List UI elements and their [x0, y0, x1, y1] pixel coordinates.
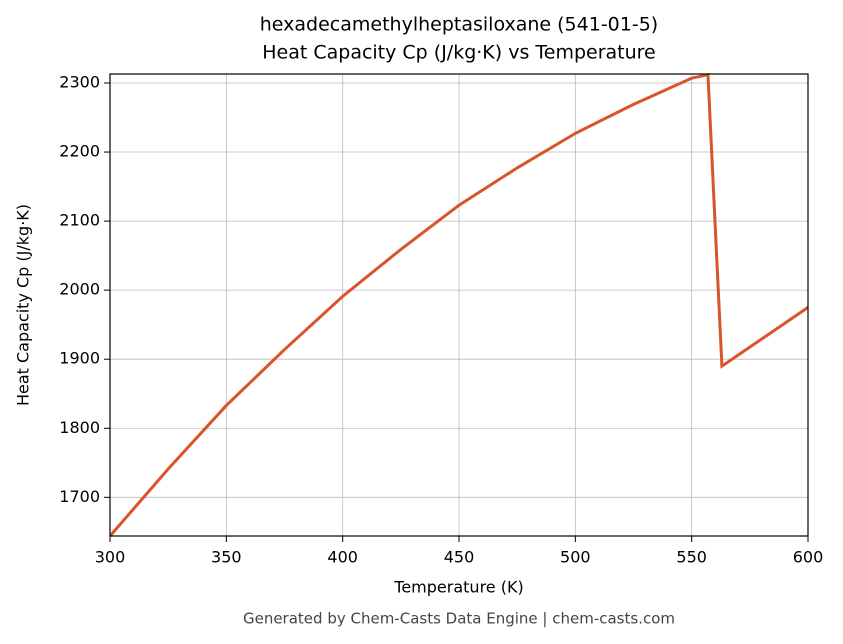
y-tick-label: 1700: [59, 487, 100, 506]
x-tick-label: 500: [560, 548, 591, 567]
y-tick-label: 1800: [59, 418, 100, 437]
footnote: Generated by Chem-Casts Data Engine | ch…: [243, 610, 675, 628]
x-tick-label: 300: [95, 548, 126, 567]
y-axis-label: Heat Capacity Cp (J/kg·K): [14, 204, 33, 406]
x-axis-label: Temperature (K): [393, 578, 523, 597]
x-tick-label: 350: [211, 548, 242, 567]
chart-subtitle: Heat Capacity Cp (J/kg·K) vs Temperature: [262, 42, 656, 64]
x-tick-label: 450: [444, 548, 475, 567]
y-tick-label: 2300: [59, 72, 100, 91]
chart-title: hexadecamethylheptasiloxane (541-01-5): [260, 14, 658, 36]
plot-frame: [109, 73, 809, 537]
y-tick-label: 2100: [59, 211, 100, 230]
x-tick-label: 550: [676, 548, 707, 567]
y-tick-label: 2000: [59, 280, 100, 299]
y-tick-label: 1900: [59, 349, 100, 368]
data-line: [110, 72, 808, 537]
x-tick-label: 600: [793, 548, 824, 567]
y-tick-label: 2200: [59, 142, 100, 161]
x-tick-label: 400: [327, 548, 358, 567]
